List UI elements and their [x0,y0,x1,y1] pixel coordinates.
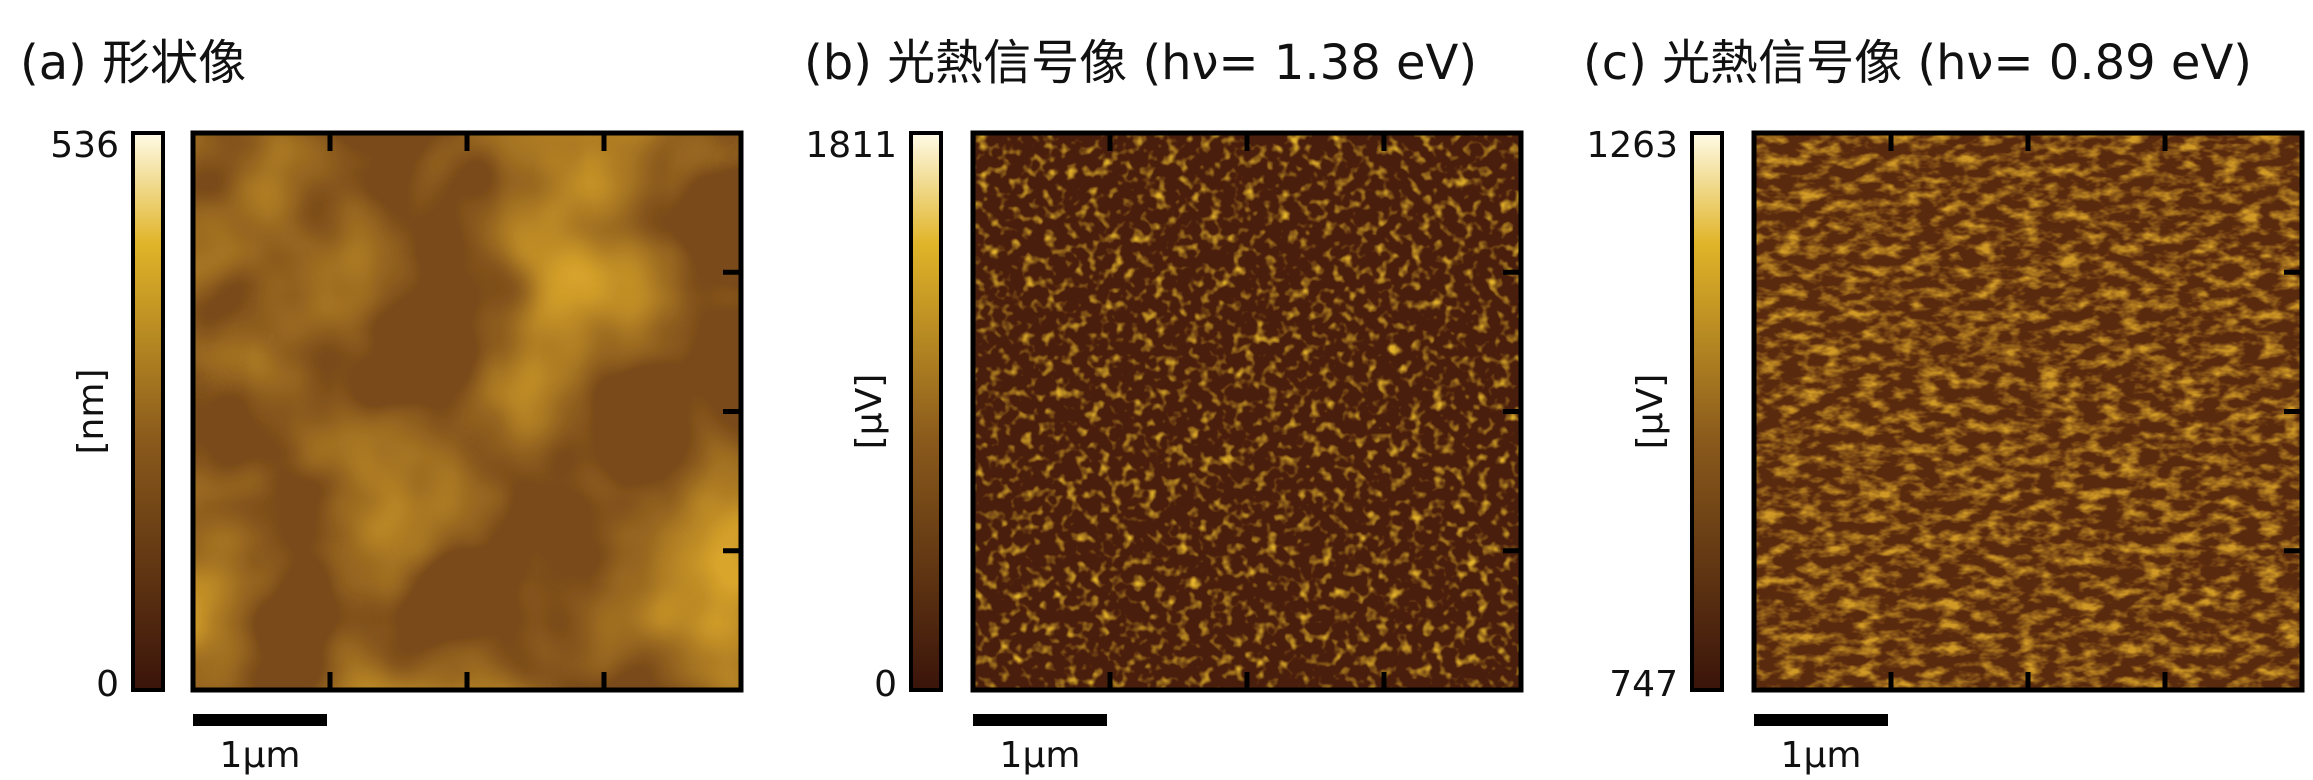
panel-title: (c) 光熱信号像 (hν= 0.89 eV) [1583,35,2252,91]
colorbar-min: 0 [96,664,119,705]
scale-bar [1754,714,1888,726]
colorbar-min: 747 [1609,664,1678,705]
colorbar-max: 1811 [805,125,897,166]
colorbar-unit: [μV] [849,374,890,450]
scale-bar-label: 1μm [220,735,301,776]
colorbar-unit: [μV] [1630,374,1671,450]
scale-bar [193,714,327,726]
colorbar [1690,131,1724,692]
colorbar-max: 536 [50,125,119,166]
panel-title: (b) 光熱信号像 (hν= 1.38 eV) [804,35,1477,91]
image-texture [973,133,1521,690]
image-texture [1754,133,2302,690]
scale-bar-label: 1μm [1000,735,1081,776]
image-texture [193,133,741,690]
panel-title: (a) 形状像 [20,35,246,91]
colorbar [909,131,943,692]
colorbar [131,131,165,692]
scale-bar-label: 1μm [1781,735,1862,776]
colorbar-min: 0 [874,664,897,705]
scale-bar [973,714,1107,726]
colorbar-max: 1263 [1586,125,1678,166]
colorbar-unit: [nm] [71,369,112,455]
